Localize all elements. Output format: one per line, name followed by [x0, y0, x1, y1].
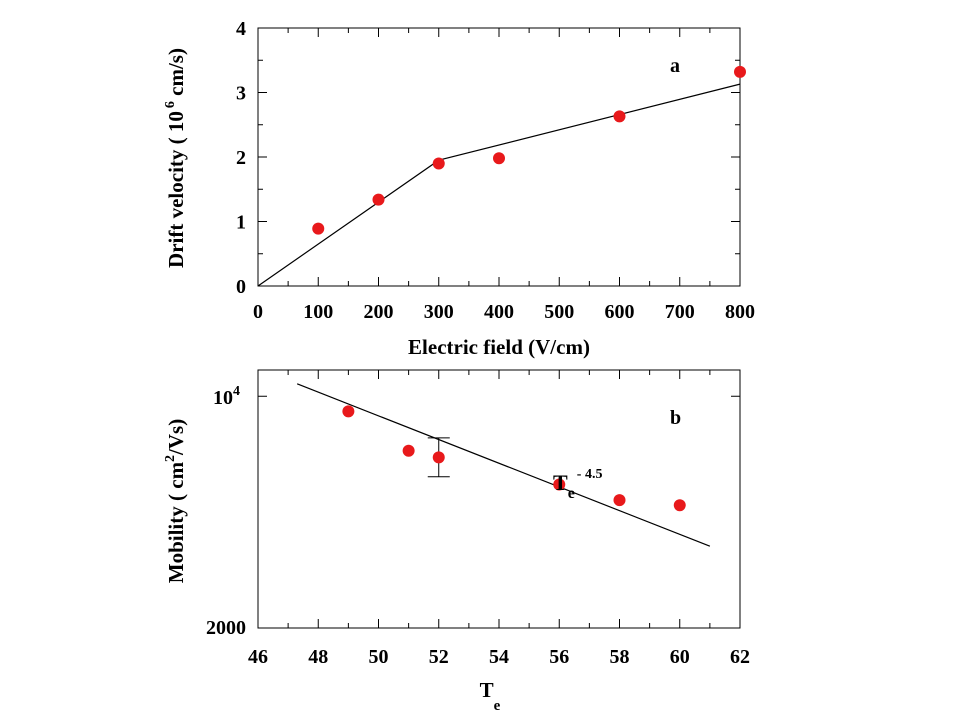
panel-b-data-points — [342, 405, 686, 512]
data-point — [432, 451, 445, 464]
x-tick-label: 56 — [549, 646, 569, 668]
annotation-base: T — [553, 470, 568, 495]
data-point — [342, 405, 355, 418]
data-point — [493, 152, 505, 165]
x-tick-label: 0 — [253, 301, 263, 323]
data-point — [402, 444, 415, 457]
annotation-sub: e — [568, 485, 575, 502]
data-point — [372, 193, 385, 206]
panel-a-ticks — [257, 27, 741, 287]
panel-a-label: a — [670, 55, 680, 77]
x-tick-label: 54 — [489, 646, 509, 668]
y-tick-label: 4 — [236, 18, 246, 40]
panel-a-y-title-tail: cm/s) — [164, 48, 188, 101]
x-tick-label: 60 — [670, 646, 690, 668]
x-tick-label: 48 — [308, 646, 328, 668]
x-tick-label: 46 — [248, 646, 268, 668]
panel-a-y-title-main: Drift velocity ( 10 — [164, 111, 188, 268]
panel-b-y-tick-top-base: 10 — [213, 387, 233, 409]
x-tick-label: 700 — [665, 301, 695, 323]
panel-b-frame — [257, 369, 741, 629]
panel-b-x-title-sub: e — [494, 698, 501, 714]
panel-a-x-axis-title: Electric field (V/cm) — [408, 335, 590, 359]
data-point — [613, 494, 626, 507]
y-tick-label: 2 — [236, 147, 246, 169]
x-tick-label: 58 — [610, 646, 630, 668]
data-point — [432, 157, 445, 170]
x-tick-label: 600 — [605, 301, 635, 323]
x-tick-label: 500 — [544, 301, 574, 323]
panel-b-y-title-tail: /Vs) — [164, 419, 188, 456]
annotation-sup: - 4.5 — [577, 467, 603, 482]
panel-a-y-title-sup: 6 — [163, 101, 178, 108]
panel-b-label: b — [670, 407, 681, 429]
x-tick-label: 62 — [730, 646, 750, 668]
y-tick-label: 1 — [236, 212, 246, 234]
panel-b-fit-line — [296, 383, 711, 547]
x-tick-label: 52 — [429, 646, 449, 668]
data-point — [673, 499, 686, 512]
panel-b-y-title-sup: 2 — [163, 455, 178, 462]
panel-a-x-tick-labels: 0 100 200 300 400 500 600 700 800 — [253, 301, 755, 323]
panel-b-y-tick-top-exp: 4 — [233, 384, 240, 399]
panel-b-ticks — [257, 370, 741, 629]
data-point — [553, 478, 566, 491]
x-tick-label: 50 — [369, 646, 389, 668]
panel-b-x-title-main: T — [480, 678, 494, 702]
x-tick-label: 800 — [725, 301, 755, 323]
panel-b: 46 48 50 52 54 56 58 60 62 104 2000 b Te- 4.5 Te… — [163, 369, 750, 714]
x-tick-label: 100 — [303, 301, 333, 323]
y-tick-label: 0 — [236, 276, 246, 298]
panel-b-y-title-main: Mobility ( cm — [164, 461, 188, 583]
panel-b-x-axis-title: Te — [480, 678, 501, 714]
panel-b-y-tick-label-top: 104 — [213, 384, 240, 409]
panel-b-y-tick-label-bottom: 2000 — [206, 617, 246, 639]
x-tick-label: 300 — [424, 301, 454, 323]
panel-b-power-law-annotation: Te- 4.5 — [553, 467, 602, 502]
data-point — [734, 65, 746, 78]
panel-a: 0 100 200 300 400 500 600 700 800 0 1 2 3 4 a Electr… — [163, 18, 755, 359]
y-tick-label: 3 — [236, 83, 246, 105]
panel-a-y-axis-title: Drift velocity ( 10 6 cm/s) — [163, 48, 188, 268]
panel-a-y-tick-labels: 0 1 2 3 4 — [236, 18, 246, 298]
x-tick-label: 200 — [364, 301, 394, 323]
x-tick-label: 400 — [484, 301, 514, 323]
panel-a-fit-line — [257, 83, 741, 287]
panel-a-data-points — [312, 65, 746, 235]
data-point — [613, 110, 626, 123]
data-point — [312, 222, 325, 235]
panel-b-y-axis-title: Mobility ( cm2/Vs) — [163, 419, 188, 583]
panel-b-x-tick-labels: 46 48 50 52 54 56 58 60 62 — [248, 646, 750, 668]
